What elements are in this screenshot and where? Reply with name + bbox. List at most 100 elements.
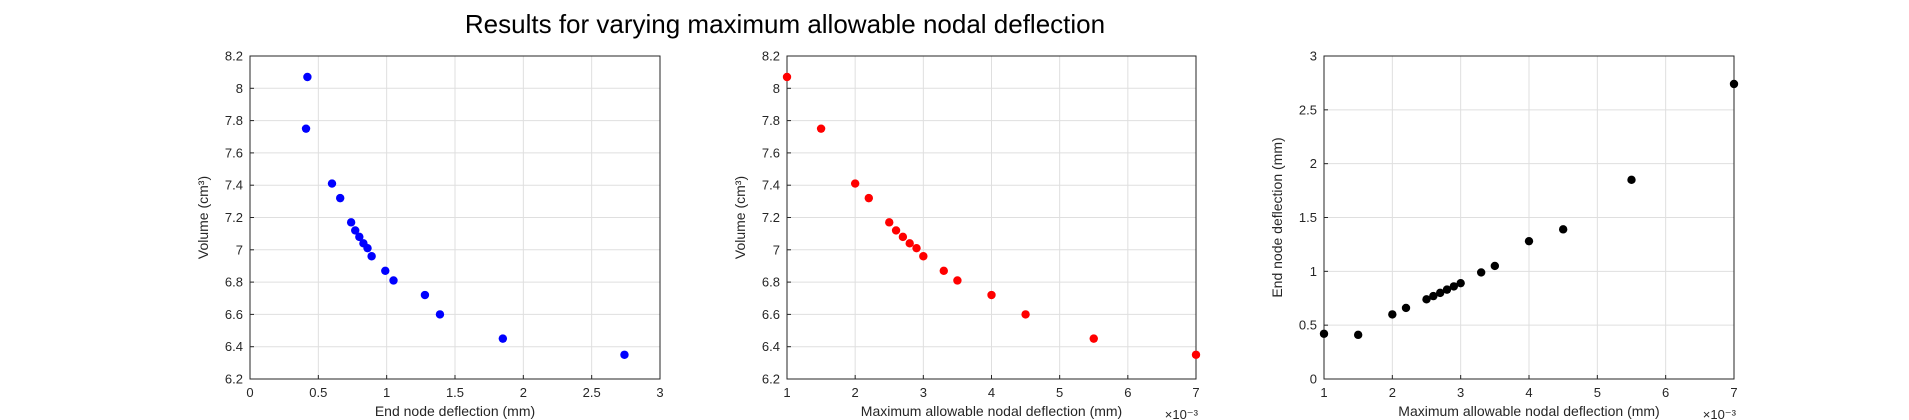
data-point: [367, 252, 376, 261]
y-tick-label: 7.4: [762, 178, 780, 193]
data-point: [303, 72, 312, 82]
y-tick-label: 2.5: [1299, 102, 1317, 117]
data-point: [1021, 310, 1030, 319]
data-point: [435, 310, 445, 319]
x-tick-label: 7: [1192, 385, 1199, 400]
data-point: [346, 218, 356, 227]
y-tick-label: 8.2: [225, 49, 243, 64]
data-point: [1456, 278, 1465, 288]
y-tick-label: 6.4: [762, 339, 780, 354]
data-point: [1353, 330, 1363, 340]
y-axis-label: Volume (cm³): [732, 176, 748, 259]
y-tick-label: 6.4: [225, 339, 243, 354]
data-point: [420, 290, 430, 300]
data-point: [1442, 285, 1452, 294]
data-point: [905, 239, 914, 248]
data-point: [1401, 303, 1411, 313]
y-tick-label: 6.2: [225, 372, 243, 387]
x-tick-label: 1: [1320, 385, 1327, 400]
data-point: [336, 193, 345, 203]
x-tick-label: 6: [1662, 385, 1669, 400]
y-tick-label: 7.8: [762, 113, 780, 128]
data-point: [1524, 236, 1534, 246]
data-point: [816, 124, 826, 133]
y-tick-label: 7.4: [225, 178, 243, 193]
data-point: [381, 266, 390, 275]
data-point: [363, 243, 372, 253]
y-tick-label: 7.6: [762, 145, 780, 160]
y-tick-label: 6.2: [762, 372, 780, 387]
data-point: [498, 334, 508, 343]
data-point: [953, 276, 962, 285]
y-tick-label: 8.2: [762, 49, 780, 64]
axes-frame: [786, 55, 1197, 380]
x-axis-exponent: ×10⁻³: [1703, 407, 1737, 420]
y-tick-label: 6.6: [225, 307, 243, 322]
figure-title: Results for varying maximum allowable no…: [465, 9, 1105, 39]
y-tick-label: 1: [1310, 264, 1317, 279]
x-tick-label: 1: [383, 385, 390, 400]
data-point: [1476, 268, 1486, 277]
data-point: [620, 350, 629, 359]
y-tick-label: 7.6: [225, 145, 243, 160]
data-point: [782, 72, 792, 82]
data-point: [1558, 225, 1568, 234]
x-tick-label: 4: [1525, 385, 1532, 400]
y-tick-label: 7.8: [225, 113, 243, 128]
y-tick-label: 6.6: [762, 307, 780, 322]
x-axis-label: Maximum allowable nodal deflection (mm): [1398, 403, 1659, 419]
data-point: [864, 193, 873, 203]
data-point: [1191, 350, 1201, 359]
x-tick-label: 3: [656, 385, 663, 400]
subplot-1: 0 0.5 1 1.5 2 2.5 3 6.2 6.4 6.6 6.8 7 7.2 7.4 7.6 7.8 8 8…: [195, 49, 664, 420]
x-tick-label: 2: [520, 385, 527, 400]
subplot-2: 1 2 3 4 5 6 7 6.2 6.4 6.6 6.8 7 7.2 7.4 7.6 7.8 8 8.2 Maxi…: [732, 49, 1201, 420]
axes-frame: [1323, 55, 1735, 380]
data-point: [987, 290, 996, 300]
y-tick-label: 7.2: [762, 210, 780, 225]
y-tick-label: 3: [1310, 49, 1317, 64]
x-tick-label: 0.5: [309, 385, 327, 400]
data-point: [898, 232, 908, 242]
data-point: [1729, 79, 1739, 89]
x-tick-label: 1.5: [446, 385, 464, 400]
y-axis-label: End node deflection (mm): [1269, 137, 1285, 297]
data-point: [912, 243, 921, 253]
data-point: [355, 232, 364, 242]
data-point: [1490, 261, 1500, 271]
axes-container: 0 0.5 1 1.5 2 2.5 3 6.2 6.4 6.6 6.8 7 7.2 7.4 7.6 7.8 8 8…: [195, 49, 1739, 420]
data-point: [1319, 329, 1329, 338]
data-point: [1089, 334, 1098, 343]
x-tick-label: 6: [1124, 385, 1131, 400]
data-point: [1435, 288, 1445, 298]
data-point: [885, 218, 894, 227]
x-axis-label: Maximum allowable nodal deflection (mm): [861, 403, 1122, 419]
x-tick-label: 7: [1730, 385, 1737, 400]
data-point: [327, 179, 337, 188]
x-tick-label: 1: [783, 385, 790, 400]
y-tick-label: 1.5: [1299, 210, 1317, 225]
data-point: [301, 124, 311, 133]
x-tick-label: 2: [852, 385, 859, 400]
x-axis-label: End node deflection (mm): [375, 403, 535, 419]
y-tick-label: 6.8: [225, 275, 243, 290]
x-tick-label: 5: [1594, 385, 1601, 400]
axes-frame: [249, 55, 661, 380]
data-point: [939, 266, 948, 275]
x-tick-label: 2.5: [583, 385, 601, 400]
data-point: [1627, 175, 1636, 185]
y-tick-label: 2: [1310, 156, 1317, 171]
x-tick-label: 2: [1389, 385, 1396, 400]
y-tick-label: 0.5: [1299, 318, 1317, 333]
y-tick-label: 7: [236, 242, 243, 257]
x-tick-label: 5: [1056, 385, 1063, 400]
x-tick-label: 3: [920, 385, 927, 400]
y-axis-label: Volume (cm³): [195, 176, 211, 259]
data-point: [351, 226, 360, 235]
subplot-3: 1 2 3 4 5 6 7 0 0.5 1 1.5 2 2.5 3 Maximum allowable no…: [1269, 49, 1739, 420]
x-axis-exponent: ×10⁻³: [1165, 407, 1199, 420]
y-tick-label: 6.8: [762, 275, 780, 290]
data-point: [1422, 295, 1431, 304]
x-tick-label: 4: [988, 385, 995, 400]
